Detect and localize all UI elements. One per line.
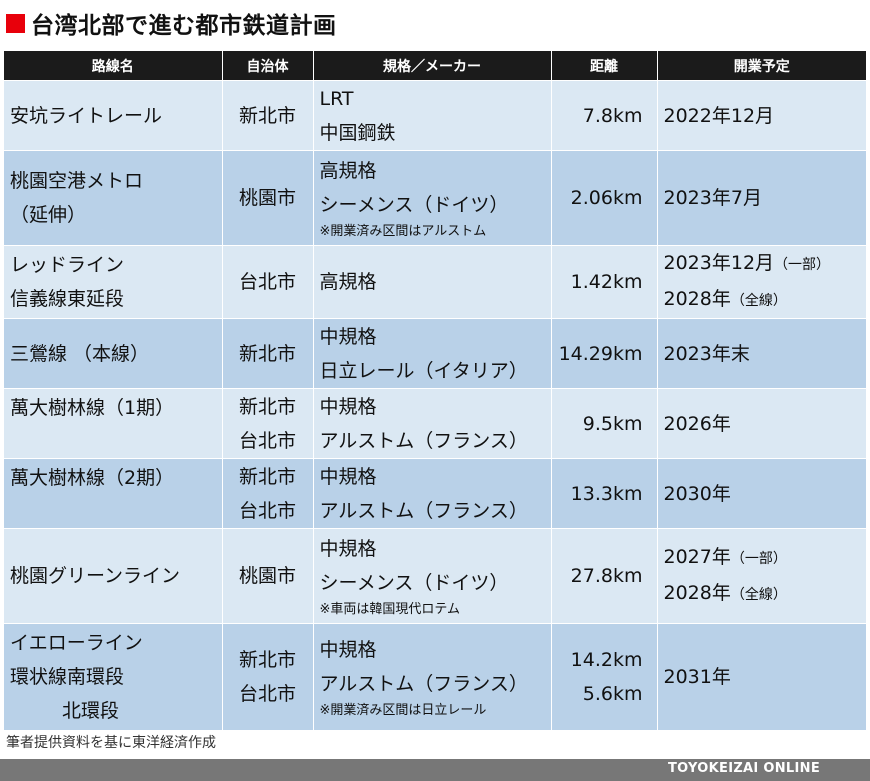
route-name: 萬大樹林線（2期） (4, 458, 223, 529)
city: 桃園市 (222, 528, 314, 624)
header-distance: 距離 (551, 51, 658, 81)
railway-table: 路線名 自治体 規格／メーカー 距離 開業予定 安坑ライトレール 新北市 LRT… (4, 51, 866, 730)
spec-note: ※車両は韓国現代ロテム (319, 602, 461, 617)
city: 新北市 (222, 80, 314, 151)
spec-note: ※開業済み区間は日立レール (319, 702, 487, 718)
city: 新北市 (222, 318, 314, 389)
distance: 14.2km 5.6km (551, 623, 658, 730)
header-city: 自治体 (222, 51, 314, 81)
table-row: 桃園グリーンライン 桃園市 中規格 シーメンス（ドイツ） ※車両は韓国現代ロテム 2… (4, 528, 866, 624)
city: 新北市 台北市 (222, 623, 314, 730)
opening: 2030年 (657, 458, 866, 529)
distance: 2.06km (551, 150, 658, 246)
distance: 14.29km (551, 318, 658, 389)
opening: 2023年7月 (657, 150, 866, 246)
route-name: 桃園空港メトロ （延伸） (4, 150, 223, 246)
route-name: レッドライン 信義線東延段 (4, 245, 223, 319)
header-spec: 規格／メーカー (313, 51, 552, 81)
city: 桃園市 (222, 150, 314, 246)
opening: 2022年12月 (657, 80, 866, 151)
spec: 高規格 シーメンス（ドイツ） ※開業済み区間はアルストム (313, 150, 552, 246)
title-text: 台湾北部で進む都市鉄道計画 (31, 13, 337, 39)
header-opening: 開業予定 (657, 51, 866, 81)
table-row: 萬大樹林線（2期） 新北市 台北市 中規格 アルストム（フランス） 13.3km 2… (4, 458, 866, 529)
table-row: 安坑ライトレール 新北市 LRT 中国鋼鉄 7.8km 2022年12月 (4, 80, 866, 151)
table-row: 三鶯線 （本線） 新北市 中規格 日立レール（イタリア） 14.29km 2023… (4, 318, 866, 389)
spec: 中規格 日立レール（イタリア） (313, 318, 552, 389)
table-row: イエローライン 環状線南環段 北環段 新北市 台北市 中規格 アルストム（フランス） ※開… (4, 623, 866, 730)
source-note: 筆者提供資料を基に東洋経済作成 (6, 735, 216, 751)
city: 新北市 台北市 (222, 458, 314, 529)
spec: 高規格 (313, 245, 552, 319)
distance: 1.42km (551, 245, 658, 319)
route-name: 萬大樹林線（1期） (4, 388, 223, 459)
spec: LRT 中国鋼鉄 (313, 80, 552, 151)
distance: 27.8km (551, 528, 658, 624)
opening: 2031年 (657, 623, 866, 730)
route-name: 桃園グリーンライン (4, 528, 223, 624)
table-row: 桃園空港メトロ （延伸） 桃園市 高規格 シーメンス（ドイツ） ※開業済み区間はアルス… (4, 150, 866, 246)
spec: 中規格 シーメンス（ドイツ） ※車両は韓国現代ロテム (313, 528, 552, 624)
table-row: 萬大樹林線（1期） 新北市 台北市 中規格 アルストム（フランス） 9.5km 20… (4, 388, 866, 459)
header-route: 路線名 (4, 51, 223, 81)
opening: 2026年 (657, 388, 866, 459)
red-square-icon (6, 13, 25, 33)
table-row: レッドライン 信義線東延段 台北市 高規格 1.42km 2023年12月（一部）… (4, 245, 866, 319)
spec-note: ※開業済み区間はアルストム (319, 224, 487, 239)
spec: 中規格 アルストム（フランス） (313, 458, 552, 529)
distance: 13.3km (551, 458, 658, 529)
distance: 9.5km (551, 388, 658, 459)
route-name: 安坑ライトレール (4, 80, 223, 151)
city: 台北市 (222, 245, 314, 319)
brand-bar: TOYOKEIZAI ONLINE (0, 759, 870, 781)
opening: 2023年末 (657, 318, 866, 389)
brand-text: TOYOKEIZAI ONLINE (667, 761, 820, 776)
city: 新北市 台北市 (222, 388, 314, 459)
spec: 中規格 アルストム（フランス） (313, 388, 552, 459)
table-header-row: 路線名 自治体 規格／メーカー 距離 開業予定 (4, 51, 866, 81)
route-name: 三鶯線 （本線） (4, 318, 223, 389)
distance: 7.8km (551, 80, 658, 151)
page-title: 台湾北部で進む都市鉄道計画 (4, 6, 337, 40)
route-name: イエローライン 環状線南環段 北環段 (4, 623, 223, 730)
spec: 中規格 アルストム（フランス） ※開業済み区間は日立レール (313, 623, 552, 730)
opening: 2027年（一部） 2028年（全線） (657, 528, 866, 624)
opening: 2023年12月（一部） 2028年（全線） (657, 245, 866, 319)
